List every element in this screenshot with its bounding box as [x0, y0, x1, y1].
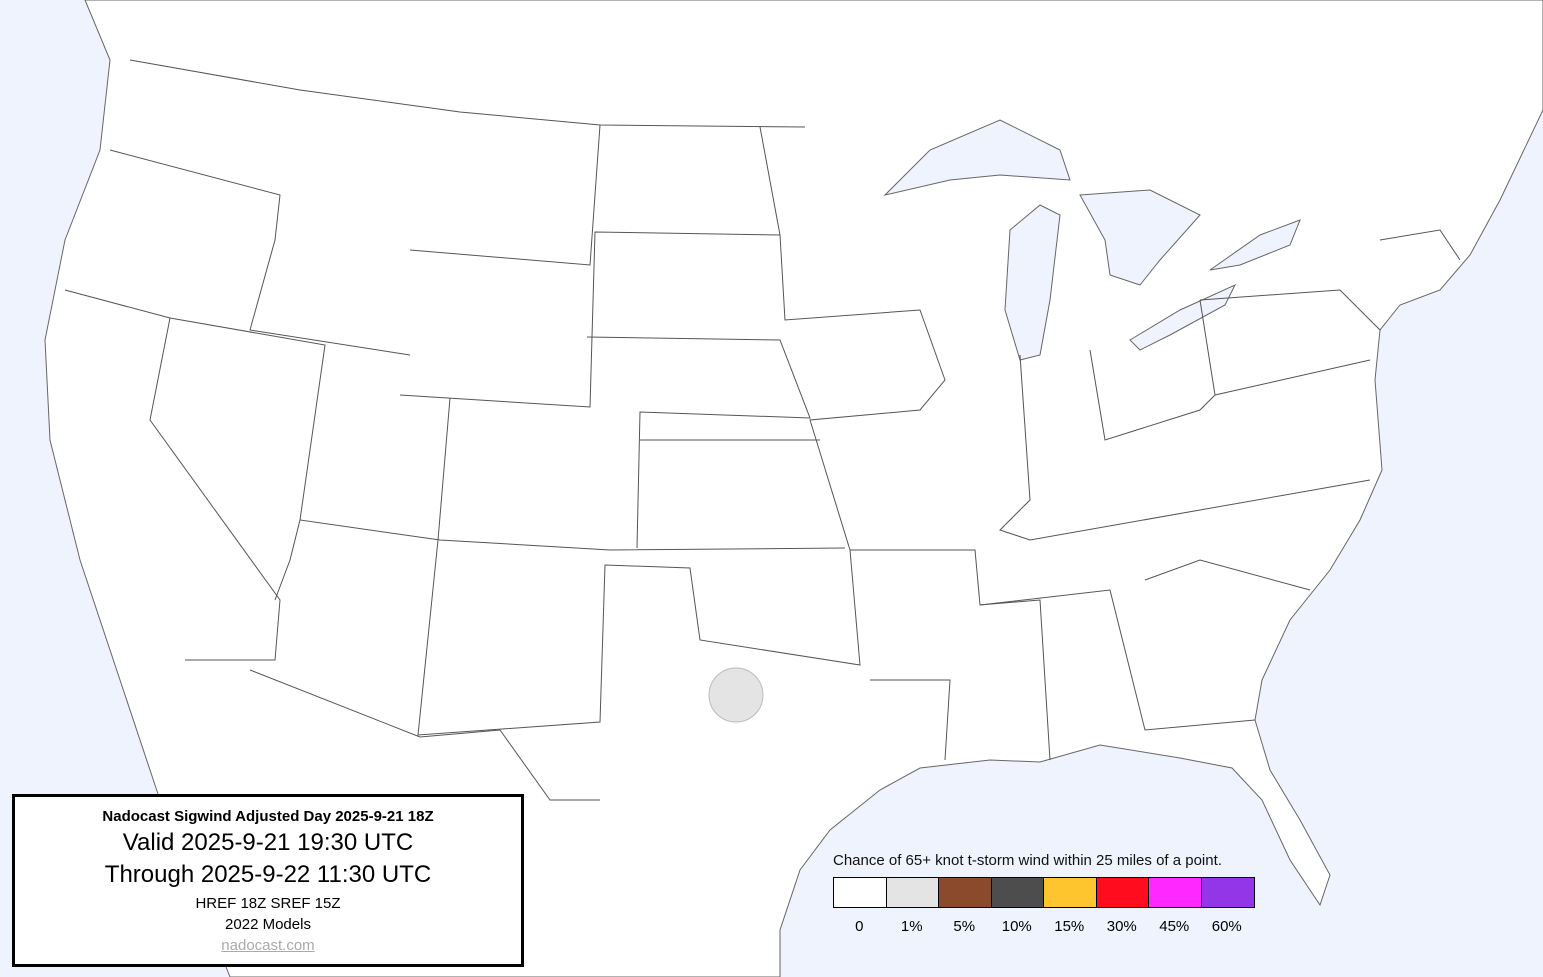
legend-swatch: [939, 878, 992, 907]
legend-swatch: [834, 878, 887, 907]
legend-label: 45%: [1159, 918, 1190, 935]
legend-swatch: [1096, 878, 1149, 907]
legend-label: 15%: [1054, 918, 1085, 935]
nadocast-link[interactable]: nadocast.com: [221, 937, 315, 954]
through-time: Through 2025-9-22 11:30 UTC: [104, 861, 432, 888]
legend-label: 1%: [900, 918, 923, 935]
legend: Chance of 65+ knot t-storm wind within 2…: [833, 852, 1255, 935]
forecast-title: Nadocast Sigwind Adjusted Day 2025-9-21 …: [102, 808, 434, 825]
legend-labels: 0 1% 5% 10% 15% 30% 45% 60%: [833, 918, 1253, 935]
legend-swatch: [1044, 878, 1097, 907]
model-year: 2022 Models: [225, 916, 311, 933]
valid-time: Valid 2025-9-21 19:30 UTC: [122, 829, 414, 856]
forecast-area-1pct: [708, 667, 764, 723]
legend-swatch: [1201, 878, 1254, 907]
legend-label: 60%: [1211, 918, 1242, 935]
legend-label: 5%: [953, 918, 976, 935]
legend-swatch: [1149, 878, 1202, 907]
legend-swatches: [833, 877, 1255, 908]
legend-title: Chance of 65+ knot t-storm wind within 2…: [833, 852, 1222, 869]
legend-label: 0: [855, 918, 864, 935]
lakes: [883, 119, 1301, 361]
legend-label: 10%: [1001, 918, 1032, 935]
legend-swatch: [991, 878, 1044, 907]
info-box: Nadocast Sigwind Adjusted Day 2025-9-21 …: [12, 794, 524, 967]
model-runs: HREF 18Z SREF 15Z: [195, 895, 341, 912]
legend-swatch: [886, 878, 939, 907]
state-borders: [64, 59, 1461, 801]
legend-label: 30%: [1106, 918, 1137, 935]
